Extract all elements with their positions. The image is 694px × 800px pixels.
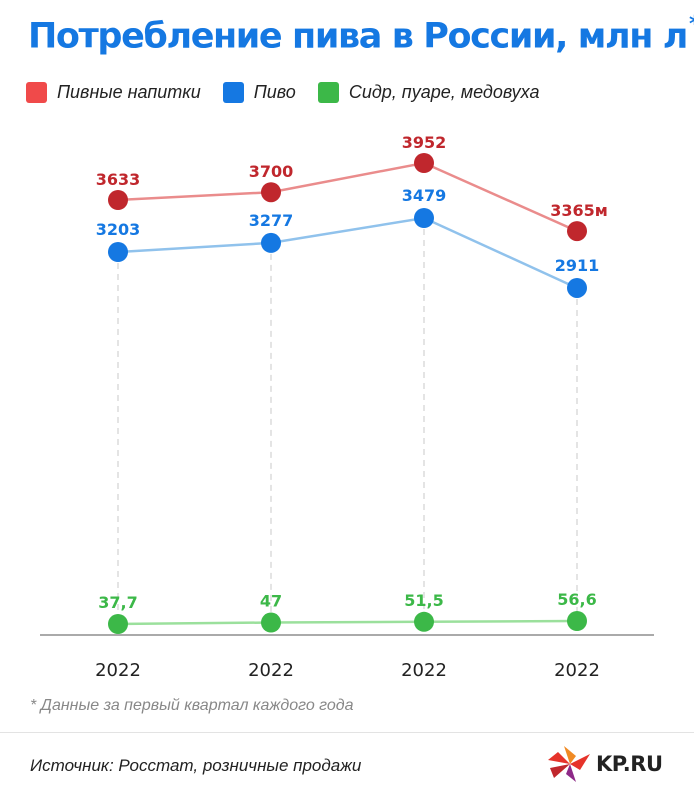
- footer-divider: [0, 732, 694, 733]
- legend-label-cider: Сидр, пуаре, медовуха: [348, 82, 540, 102]
- point-beer-2: [414, 208, 434, 228]
- source-note: Источник: Росстат, розничные продажи: [30, 756, 362, 775]
- footnote: * Данные за первый квартал каждого года: [30, 697, 354, 714]
- point-beer-drinks-2: [414, 153, 434, 173]
- data-label-beer-drinks-0: 3633: [96, 170, 141, 189]
- data-label-beer-drinks-2: 3952: [402, 133, 447, 152]
- point-beer-0: [108, 242, 128, 262]
- legend-item-cider: Сидр, пуаре, медовуха: [317, 82, 540, 103]
- legend-label-beer: Пиво: [253, 82, 296, 102]
- x-tick-label-1: 2022: [248, 660, 294, 681]
- data-label-cider-1: 47: [260, 592, 282, 611]
- title-footnote-mark: *: [689, 12, 694, 37]
- point-beer-3: [567, 277, 587, 298]
- data-label-beer-3: 2911: [555, 256, 600, 275]
- chart-title: Потребление пива в России, млн л*: [28, 12, 694, 57]
- point-beer-drinks-1: [261, 182, 281, 203]
- legend-swatch-blue: [222, 82, 244, 103]
- kp-star-logo-icon: [548, 746, 590, 782]
- x-tick-label-3: 2022: [554, 660, 600, 681]
- kp-logo: KP.RU: [546, 744, 663, 784]
- point-cider-0: [108, 614, 128, 634]
- legend-item-beer-drinks: Пивные напитки: [26, 82, 201, 103]
- point-cider-2: [414, 611, 434, 632]
- data-label-beer-0: 3203: [96, 220, 141, 239]
- chart-title-text: Потребление пива в России, млн л: [28, 16, 688, 57]
- legend-item-beer: Пиво: [222, 82, 296, 103]
- legend-swatch-red: [26, 82, 47, 103]
- kp-logo-text: KP.RU: [596, 752, 663, 776]
- legend: Пивные напитки Пиво Сидр, пуаре, медовух…: [26, 82, 561, 103]
- legend-label-beer-drinks: Пивные напитки: [57, 82, 201, 102]
- series-line-beer: [117, 216, 578, 290]
- data-label-beer-2: 3479: [402, 186, 447, 205]
- line-chart: 3633 3700 3952 3365м 3203 3277 3479 2911 37,7 47 5…: [40, 133, 654, 681]
- point-beer-drinks-3: [567, 221, 587, 242]
- point-beer-1: [261, 232, 281, 253]
- x-tick-label-2: 2022: [401, 660, 447, 681]
- data-label-cider-0: 37,7: [98, 593, 137, 612]
- series-line-cider: [117, 619, 578, 626]
- data-label-beer-1: 3277: [249, 211, 294, 230]
- data-label-beer-drinks-3: 3365м: [550, 201, 608, 220]
- point-cider-1: [261, 612, 281, 633]
- data-label-cider-2: 51,5: [404, 591, 443, 610]
- legend-swatch-green: [317, 82, 339, 103]
- data-label-beer-drinks-1: 3700: [249, 162, 294, 181]
- point-cider-3: [567, 611, 587, 631]
- data-label-cider-3: 56,6: [557, 590, 596, 609]
- point-beer-drinks-0: [108, 190, 128, 210]
- series-line-beer-drinks: [117, 161, 578, 233]
- x-tick-label-0: 2022: [95, 660, 141, 681]
